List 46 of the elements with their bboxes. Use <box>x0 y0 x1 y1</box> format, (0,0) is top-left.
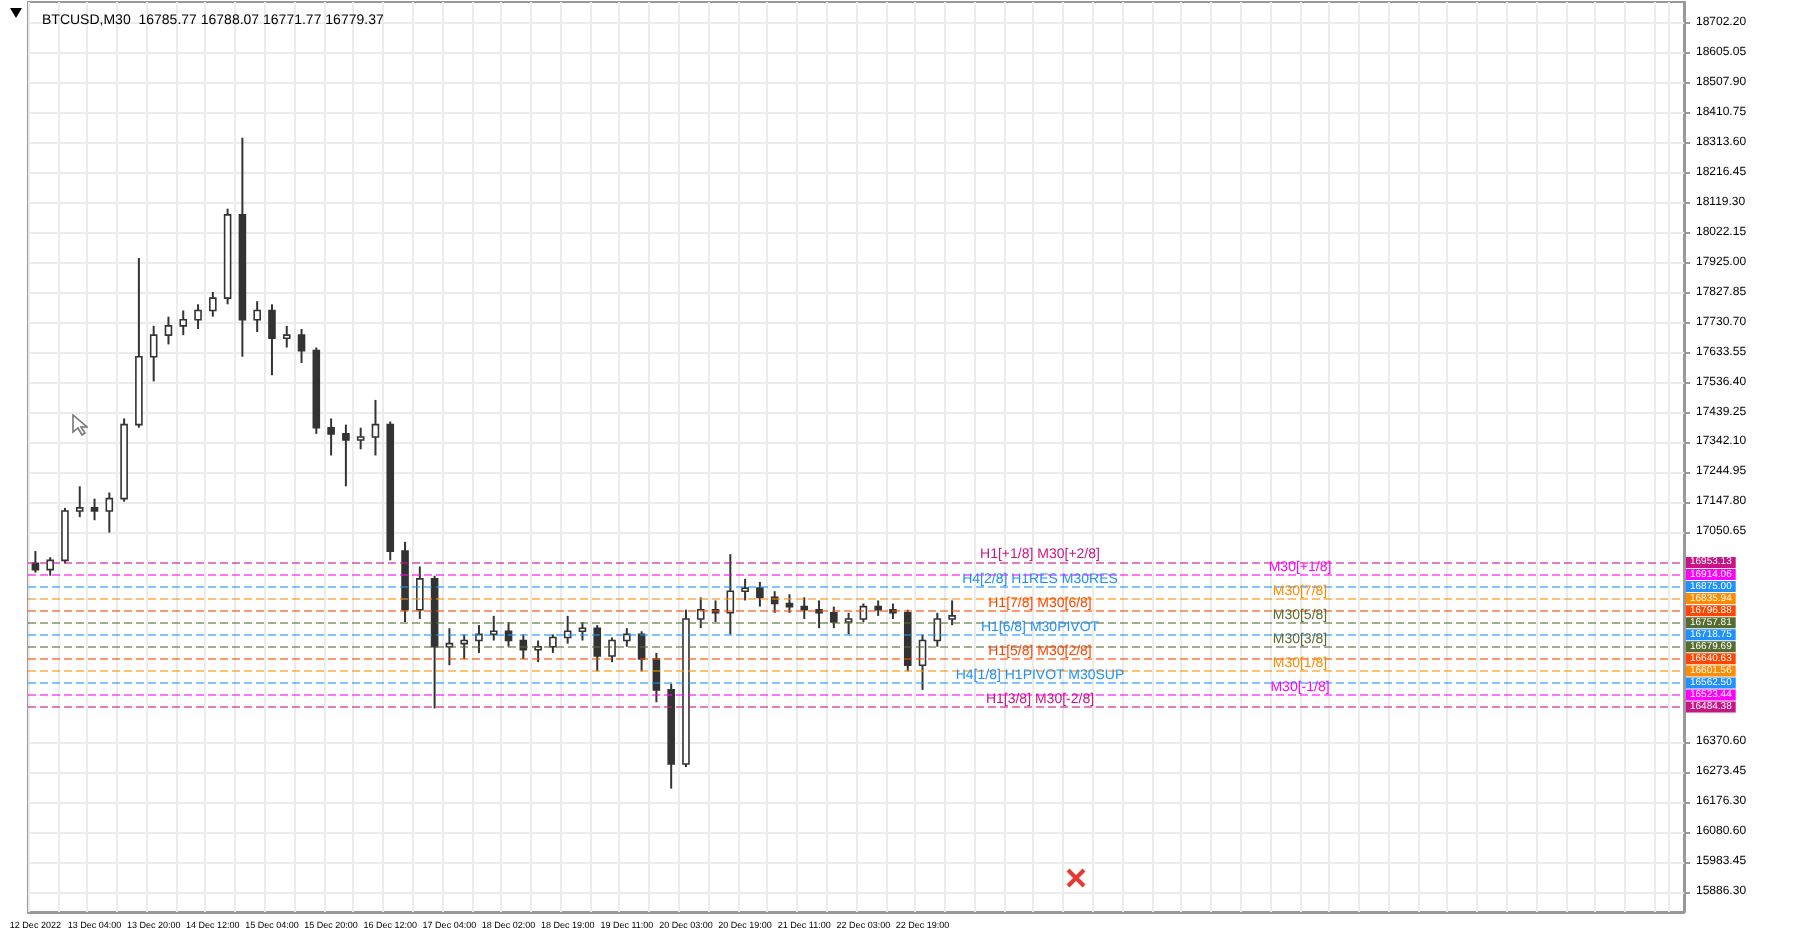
candlestick <box>844 611 853 636</box>
candlestick <box>563 614 572 645</box>
candlestick <box>179 309 188 337</box>
candlestick <box>696 596 705 630</box>
candlestick <box>948 599 956 627</box>
candlestick <box>918 633 927 691</box>
candlestick <box>209 290 217 318</box>
candlestick <box>534 639 542 664</box>
candlestick <box>297 327 306 364</box>
candlestick <box>268 303 276 377</box>
candlestick <box>164 315 173 346</box>
candlestick <box>830 605 838 630</box>
candlestick <box>282 324 291 349</box>
candlestick <box>105 491 114 534</box>
candlestick <box>416 565 424 620</box>
candlestick <box>46 556 54 577</box>
candlestick <box>711 599 720 624</box>
candlestick <box>637 630 646 673</box>
candlestick <box>652 651 661 704</box>
candlestick <box>371 398 380 457</box>
candlestick <box>327 417 335 457</box>
candlestick <box>741 577 749 602</box>
candlestick <box>342 423 350 488</box>
candlestick <box>608 636 616 664</box>
candlestick <box>445 627 454 667</box>
candlestick <box>549 633 557 654</box>
candlestick <box>933 611 942 648</box>
candlestick <box>460 633 468 661</box>
candlestick <box>194 303 202 330</box>
candlestick <box>356 426 365 451</box>
candlestick <box>475 624 483 654</box>
candlestick <box>756 580 764 608</box>
candlestick <box>519 633 528 661</box>
candlestick <box>489 614 498 642</box>
candlestick <box>859 602 868 624</box>
candlestick <box>800 596 809 620</box>
candlestick <box>504 621 513 648</box>
candlestick <box>90 497 99 522</box>
candlestick <box>578 621 587 642</box>
candlestick <box>815 599 823 630</box>
candlestick <box>253 300 261 334</box>
candlestick <box>593 624 602 673</box>
candlestick <box>623 627 631 648</box>
candlestick <box>149 324 158 383</box>
candlestick <box>726 553 735 636</box>
candlestick <box>75 485 84 519</box>
